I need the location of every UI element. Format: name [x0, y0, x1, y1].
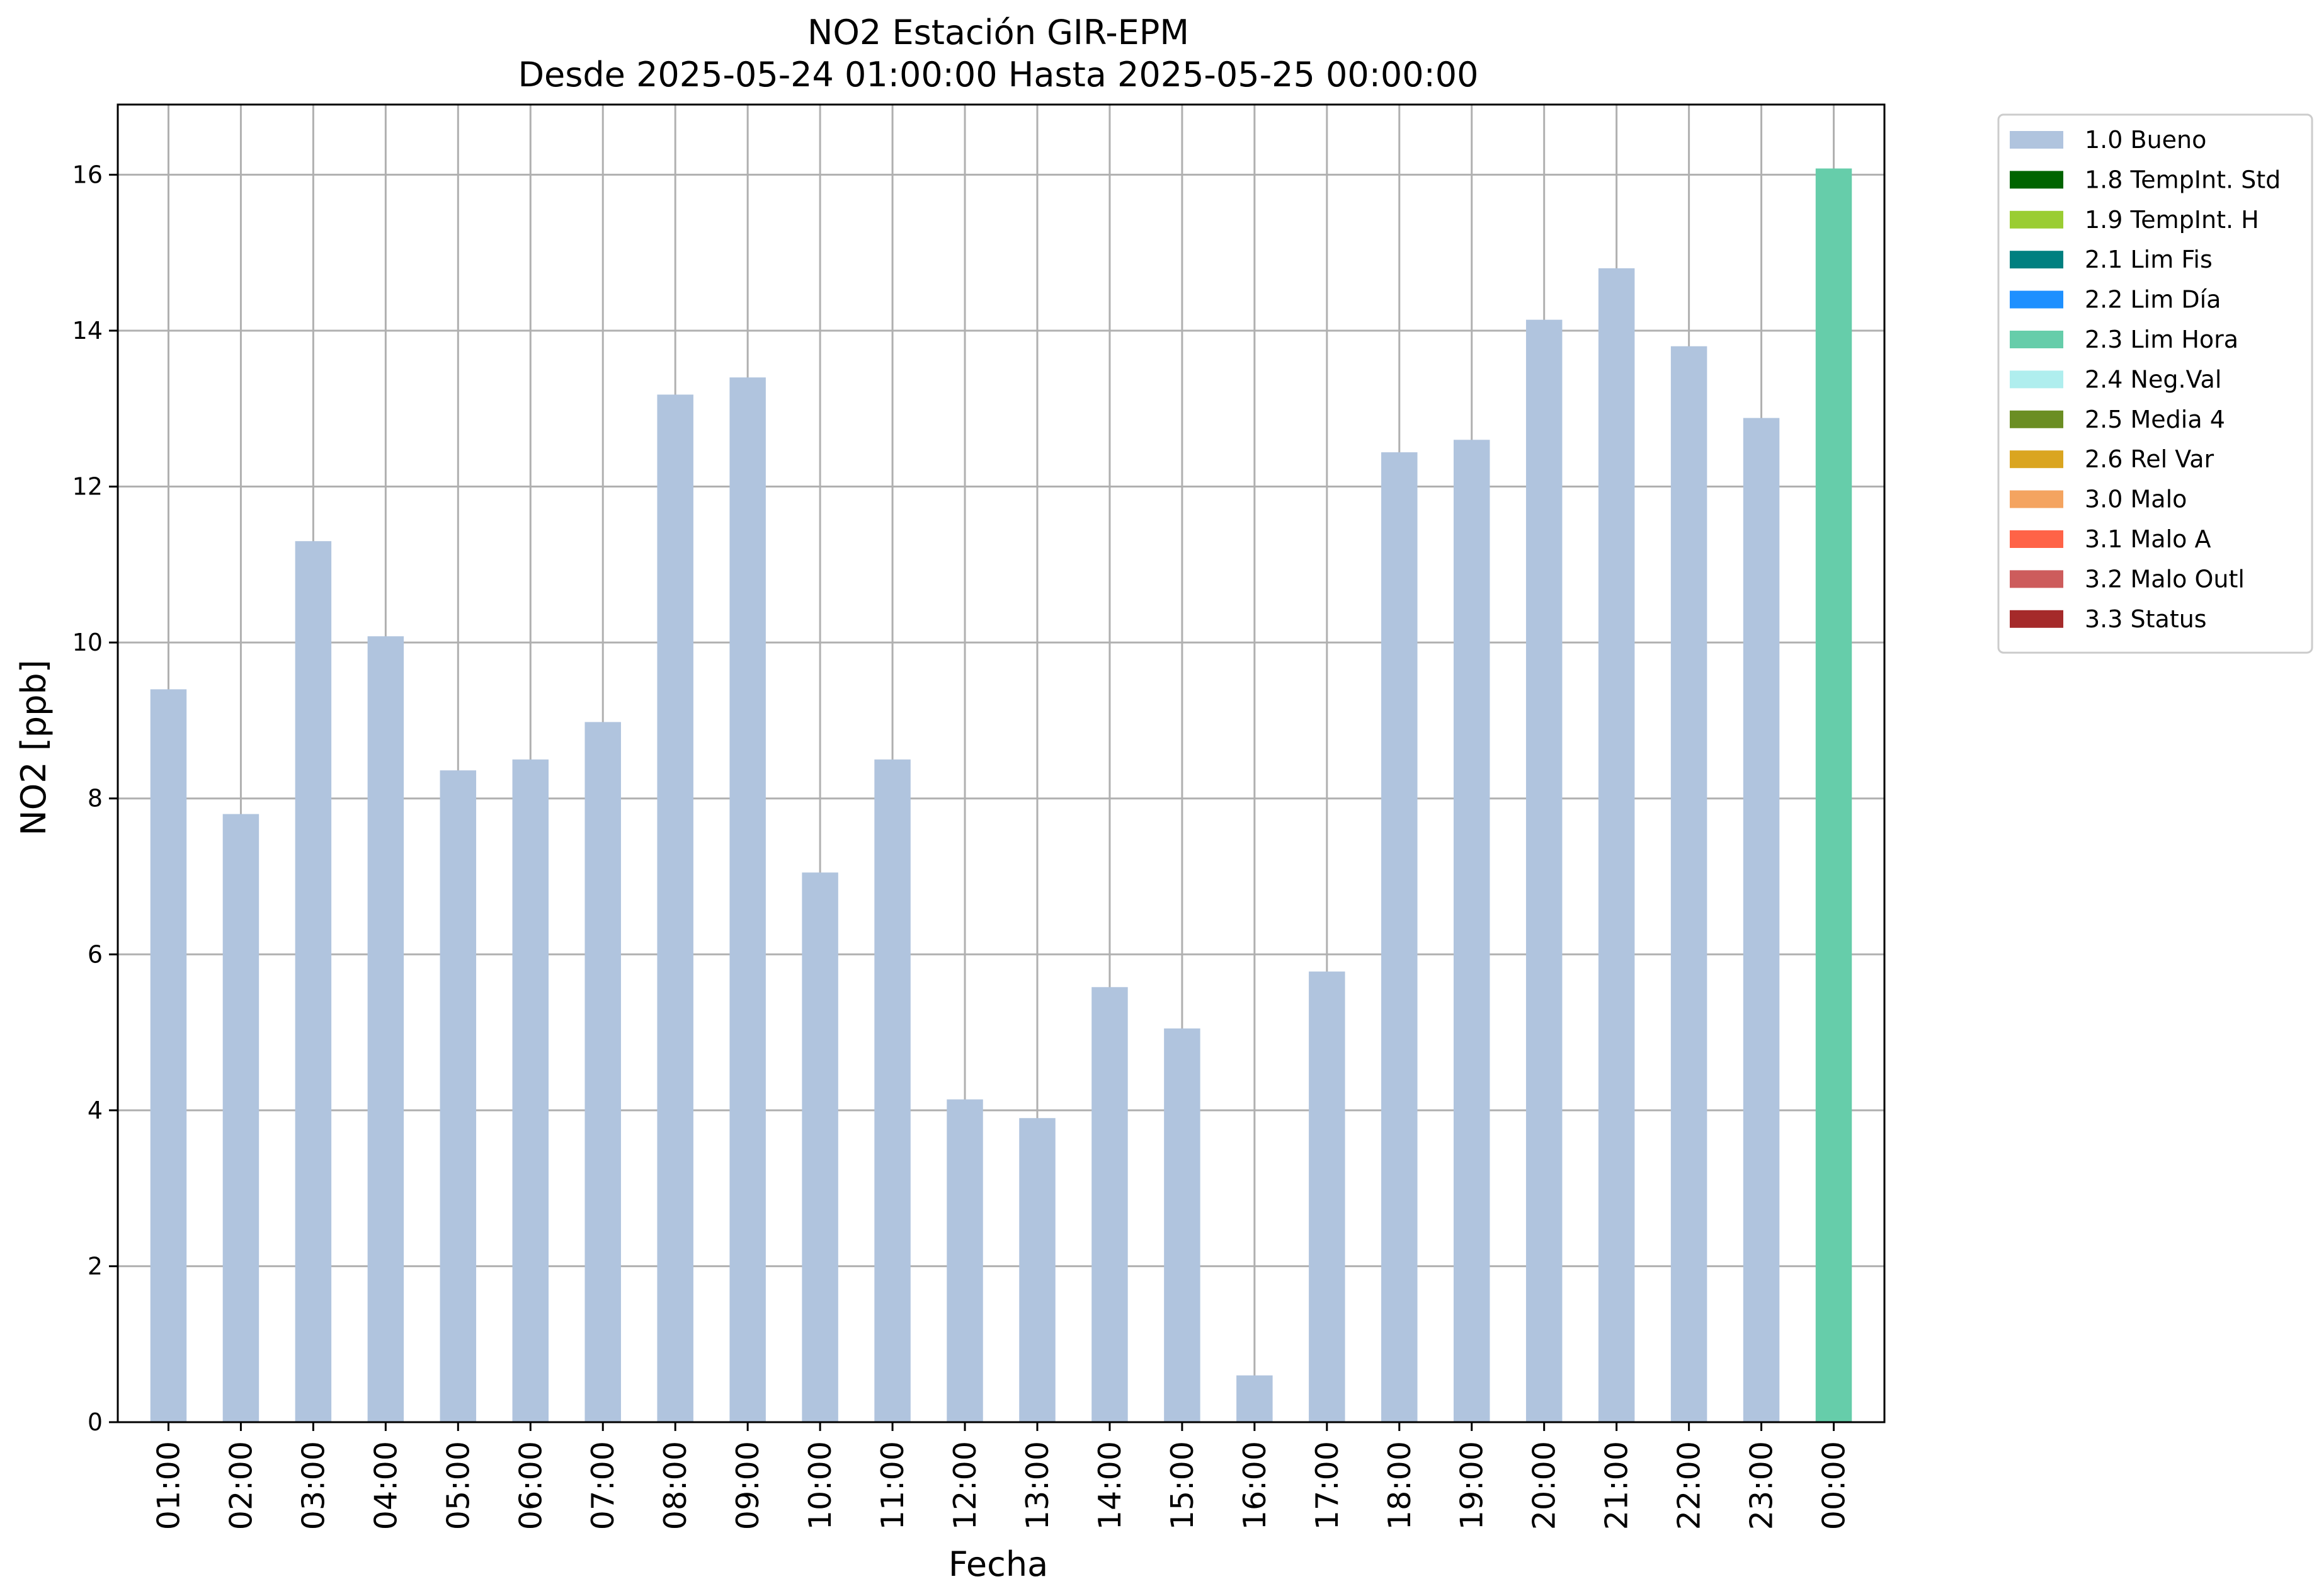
y-tick-label: 10	[72, 629, 103, 656]
y-tick-label: 0	[88, 1408, 103, 1436]
x-tick-label: 23:00	[1744, 1441, 1780, 1530]
x-tick-label: 15:00	[1165, 1441, 1200, 1530]
legend-swatch	[2010, 210, 2063, 229]
bar-05:00	[440, 770, 477, 1422]
legend-label: 1.9 TempInt. H	[2085, 206, 2259, 234]
x-tick-label: 01:00	[151, 1441, 186, 1530]
legend-label: 2.6 Rel Var	[2085, 445, 2214, 473]
bar-10:00	[802, 872, 838, 1422]
x-tick-label: 19:00	[1454, 1441, 1490, 1530]
x-tick-label: 14:00	[1092, 1441, 1128, 1530]
bar-16:00	[1236, 1375, 1273, 1422]
x-tick-label: 16:00	[1237, 1441, 1273, 1530]
legend-swatch	[2010, 530, 2063, 548]
x-tick-label: 22:00	[1672, 1441, 1707, 1530]
y-tick-label: 14	[72, 317, 103, 345]
bar-15:00	[1164, 1028, 1200, 1422]
legend-label: 1.8 TempInt. Std	[2085, 166, 2281, 193]
x-tick-label: 10:00	[802, 1441, 838, 1530]
x-tick-label: 21:00	[1599, 1441, 1635, 1530]
bar-23:00	[1743, 418, 1780, 1422]
x-axis-label: Fecha	[949, 1544, 1048, 1584]
bar-01:00	[150, 689, 187, 1422]
legend-label: 2.3 Lim Hora	[2085, 326, 2238, 353]
x-tick-label: 04:00	[368, 1441, 404, 1530]
legend-swatch	[2010, 171, 2063, 189]
bar-11:00	[874, 759, 911, 1422]
bar-20:00	[1525, 319, 1563, 1422]
bar-04:00	[367, 636, 404, 1422]
bar-17:00	[1309, 971, 1345, 1422]
y-tick-label: 12	[72, 473, 103, 501]
x-tick-label: 11:00	[875, 1441, 911, 1530]
x-tick-label: 17:00	[1309, 1441, 1345, 1530]
legend-swatch	[2010, 570, 2063, 588]
x-tick-label: 00:00	[1816, 1441, 1852, 1530]
bar-07:00	[584, 722, 621, 1422]
y-axis-label: NO2 [ppb]	[14, 659, 54, 835]
x-tick-label: 03:00	[295, 1441, 331, 1530]
x-tick-label: 13:00	[1020, 1441, 1056, 1530]
legend-label: 3.3 Status	[2085, 605, 2207, 633]
legend-label: 2.5 Media 4	[2085, 406, 2225, 433]
bars	[150, 168, 1852, 1423]
y-axis-ticks: 0 2 4 6 8 10 12 14 16	[72, 161, 118, 1436]
x-tick-label: 07:00	[585, 1441, 621, 1530]
legend-swatch	[2010, 490, 2063, 508]
legend-label: 3.0 Malo	[2085, 486, 2187, 513]
y-tick-label: 2	[88, 1252, 103, 1280]
legend: 1.0 Bueno 1.8 TempInt. Std 1.9 TempInt. H 2…	[1997, 113, 2313, 654]
y-tick-label: 16	[72, 161, 103, 188]
bar-00:00	[1815, 168, 1852, 1422]
x-tick-label: 18:00	[1382, 1441, 1418, 1530]
chart-title: NO2 Estación GIR-EPM	[807, 13, 1189, 52]
x-tick-label: 05:00	[440, 1441, 476, 1530]
bar-08:00	[657, 394, 693, 1422]
chart-subtitle: Desde 2025-05-24 01:00:00 Hasta 2025-05-…	[518, 55, 1478, 94]
bar-09:00	[729, 377, 766, 1423]
legend-label: 2.2 Lim Día	[2085, 286, 2221, 314]
bar-22:00	[1670, 346, 1707, 1422]
bar-12:00	[947, 1099, 983, 1422]
x-axis-ticks: 01:00 02:00 03:00 04:00 05:00 06:00 07:00 08:00…	[151, 1422, 1852, 1530]
legend-label: 3.2 Malo Outl	[2085, 565, 2245, 593]
bar-18:00	[1381, 452, 1418, 1422]
legend-label: 2.4 Neg.Val	[2085, 365, 2221, 393]
bar-03:00	[295, 541, 332, 1423]
legend-swatch	[2010, 131, 2063, 149]
plot-area-frame	[117, 103, 1886, 1423]
legend-swatch	[2010, 610, 2063, 628]
legend-swatch	[2010, 410, 2063, 428]
legend-label: 3.1 Malo A	[2085, 525, 2211, 553]
legend-label: 1.0 Bueno	[2085, 126, 2206, 154]
y-tick-label: 4	[88, 1097, 103, 1124]
x-tick-label: 02:00	[223, 1441, 259, 1530]
y-tick-label: 8	[88, 785, 103, 812]
x-tick-label: 08:00	[658, 1441, 693, 1530]
legend-swatch	[2010, 251, 2063, 269]
x-tick-label: 20:00	[1527, 1441, 1563, 1530]
bar-02:00	[222, 814, 259, 1422]
x-tick-label: 06:00	[513, 1441, 549, 1530]
bar-19:00	[1453, 440, 1490, 1423]
legend-label: 2.1 Lim Fis	[2085, 246, 2213, 273]
legend-swatch	[2010, 370, 2063, 389]
y-tick-label: 6	[88, 940, 103, 968]
legend-swatch	[2010, 331, 2063, 348]
legend-swatch	[2010, 290, 2063, 309]
legend-swatch	[2010, 450, 2063, 469]
bar-13:00	[1019, 1118, 1056, 1422]
x-tick-label: 09:00	[730, 1441, 766, 1530]
bar-21:00	[1598, 268, 1635, 1423]
legend-box	[1997, 113, 2313, 654]
bar-14:00	[1091, 987, 1128, 1422]
bar-06:00	[512, 759, 549, 1422]
x-tick-label: 12:00	[947, 1441, 983, 1530]
